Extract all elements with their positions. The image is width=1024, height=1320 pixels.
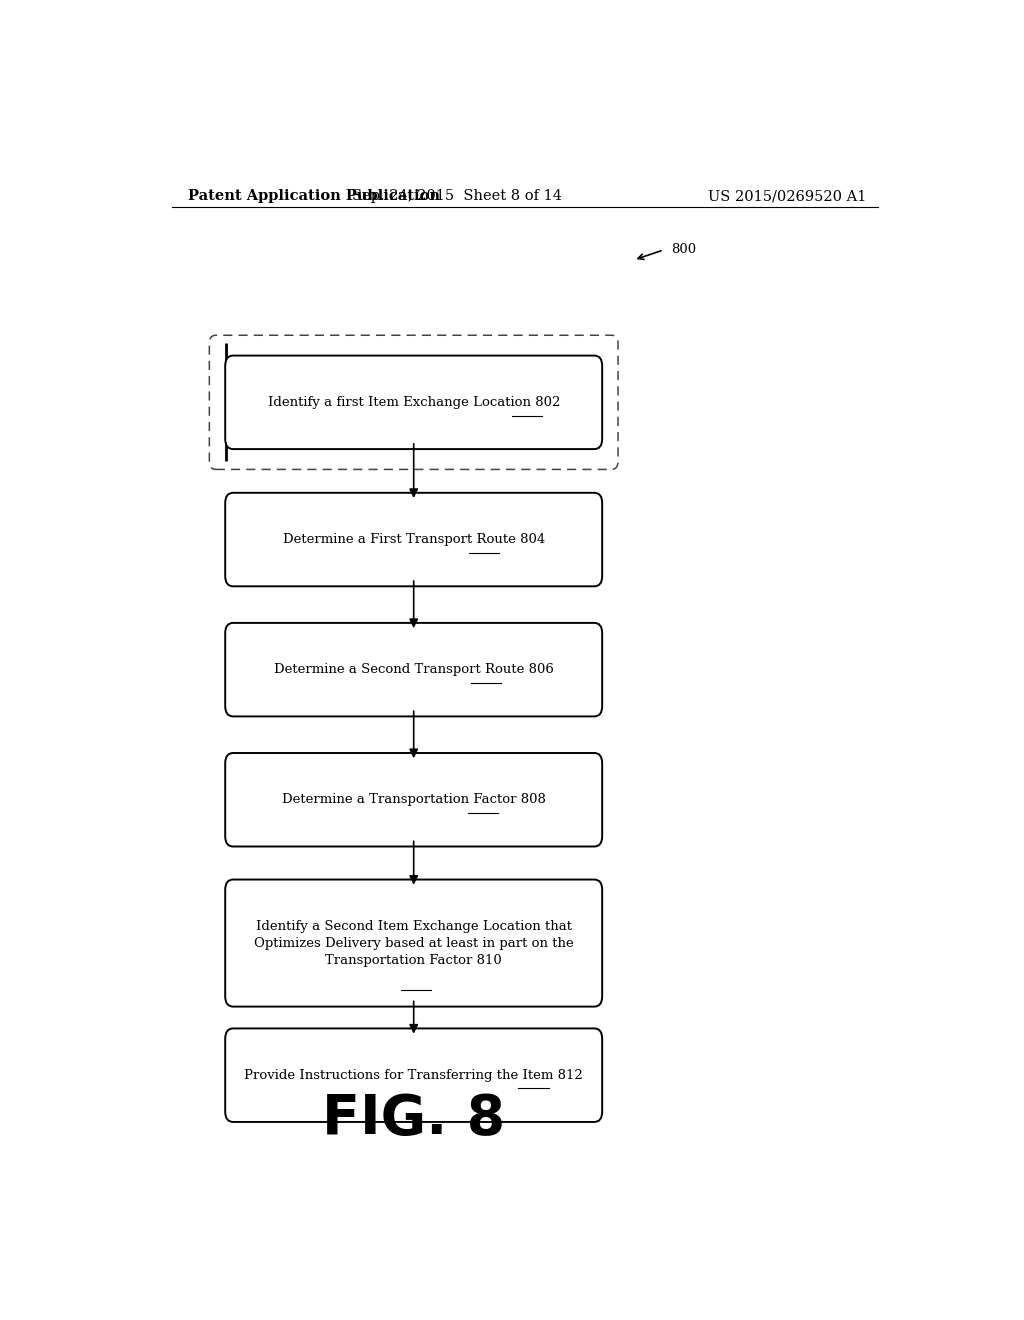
Text: Identify a first Item Exchange Location 802: Identify a first Item Exchange Location … — [267, 396, 560, 409]
Text: Determine a Second Transport Route 806: Determine a Second Transport Route 806 — [273, 663, 554, 676]
FancyBboxPatch shape — [225, 355, 602, 449]
Text: 800: 800 — [672, 243, 696, 256]
Text: Provide Instructions for Transferring the Item 812: Provide Instructions for Transferring th… — [245, 1069, 583, 1081]
Text: Determine a Transportation Factor 808: Determine a Transportation Factor 808 — [282, 793, 546, 807]
Text: US 2015/0269520 A1: US 2015/0269520 A1 — [708, 189, 866, 203]
Text: Patent Application Publication: Patent Application Publication — [187, 189, 439, 203]
Text: Determine a First Transport Route 804: Determine a First Transport Route 804 — [283, 533, 545, 546]
FancyBboxPatch shape — [225, 1028, 602, 1122]
Text: Sep. 24, 2015  Sheet 8 of 14: Sep. 24, 2015 Sheet 8 of 14 — [352, 189, 562, 203]
Text: Identify a Second Item Exchange Location that
Optimizes Delivery based at least : Identify a Second Item Exchange Location… — [254, 920, 573, 966]
Text: FIG. 8: FIG. 8 — [323, 1092, 505, 1146]
FancyBboxPatch shape — [225, 752, 602, 846]
FancyBboxPatch shape — [225, 492, 602, 586]
FancyBboxPatch shape — [225, 879, 602, 1007]
FancyBboxPatch shape — [225, 623, 602, 717]
